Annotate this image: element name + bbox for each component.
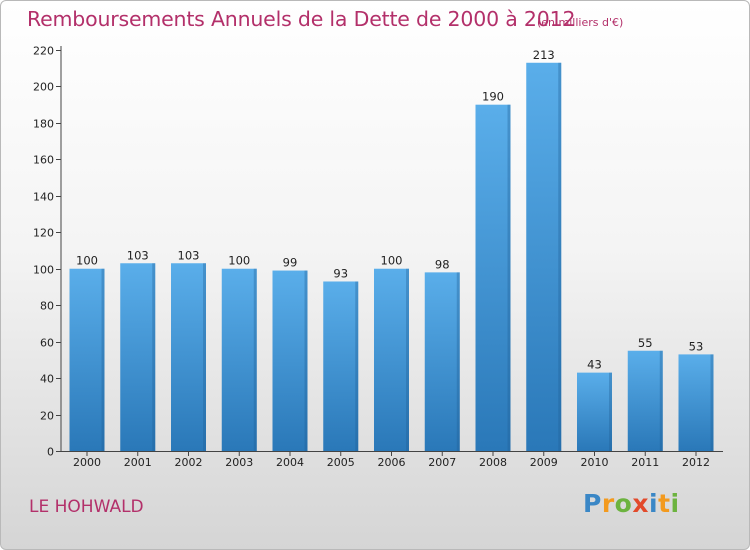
x-tick-label: 2007 [428,456,456,469]
x-tick-label: 2005 [327,456,355,469]
bar-value-label: 100 [381,254,403,268]
bar-shade [253,268,257,451]
logo-letter: P [583,489,602,518]
chart-labels: 100 2000 103 2001 103 2002 100 2003 99 2004 93 2005… [73,48,710,469]
x-tick-label: 2003 [225,456,253,469]
bar [171,263,206,451]
bar-value-label: 98 [435,257,450,271]
y-tick-label: 120 [33,227,54,240]
bar-shade [456,272,460,451]
bar-shade [203,263,206,451]
bar-shade [355,281,359,451]
logo-letter: x [632,489,649,518]
chart-bars [69,62,714,451]
bar-value-label: 55 [638,336,653,350]
chart-title: Remboursements Annuels de la Dette de 20… [27,7,576,31]
logo-letter: t [658,489,671,518]
bar-shade [659,350,663,451]
y-tick-label: 40 [40,373,54,386]
bar-shade [710,354,714,451]
bar-value-label: 43 [587,358,602,372]
bar [323,281,359,451]
bar [475,104,511,451]
x-tick-label: 2011 [631,456,659,469]
x-tick-label: 2000 [73,456,101,469]
bar [69,268,105,451]
logo-letter: r [601,489,615,518]
logo-letter: i [670,489,680,518]
x-tick-label: 2001 [124,456,152,469]
logo-letter: o [614,489,633,518]
bar-value-label: 103 [127,248,149,262]
town-name: LE HOHWALD [29,497,144,517]
chart-subtitle: (en milliers d'€) [537,16,624,29]
bar-shade [558,62,562,451]
bar-value-label: 93 [333,266,348,280]
x-tick-label: 2012 [682,456,710,469]
y-tick-label: 180 [33,118,54,131]
x-tick-label: 2008 [479,456,507,469]
bar-shade [304,270,308,451]
y-tick-label: 0 [47,446,54,459]
bar [424,272,460,451]
y-tick-label: 200 [33,81,54,94]
y-tick-label: 160 [33,154,54,167]
bar [526,62,562,451]
bar [627,350,663,451]
bar-shade [609,372,612,451]
bar-value-label: 213 [533,48,555,62]
bar [374,268,409,451]
bar-shade [101,268,105,451]
y-tick-label: 140 [33,191,54,204]
bar-shade [507,104,511,451]
logo-letter: i [649,489,659,518]
bar-value-label: 103 [178,248,200,262]
bar-shade [152,263,156,451]
bar [577,372,612,451]
y-tick-label: 20 [40,410,54,423]
bar-shade [406,268,409,451]
bar [120,263,156,451]
y-tick-label: 60 [40,337,54,350]
x-tick-label: 2009 [530,456,558,469]
bar [272,270,308,451]
proxiti-logo: Proxiti [583,489,680,518]
x-tick-label: 2004 [276,456,304,469]
bar-value-label: 190 [482,90,504,104]
x-tick-label: 2010 [581,456,609,469]
x-tick-label: 2002 [175,456,203,469]
y-tick-label: 80 [40,300,54,313]
bar [678,354,714,451]
x-tick-label: 2006 [378,456,406,469]
bar-value-label: 99 [283,256,298,270]
bar-value-label: 100 [76,254,98,268]
bar-value-label: 100 [228,254,250,268]
y-tick-label: 220 [33,45,54,58]
chart-axes: 0 20 40 60 80 100 120 140 160 180 200 220 [33,45,723,459]
bar-value-label: 53 [689,339,704,353]
y-tick-label: 100 [33,264,54,277]
bar [221,268,257,451]
